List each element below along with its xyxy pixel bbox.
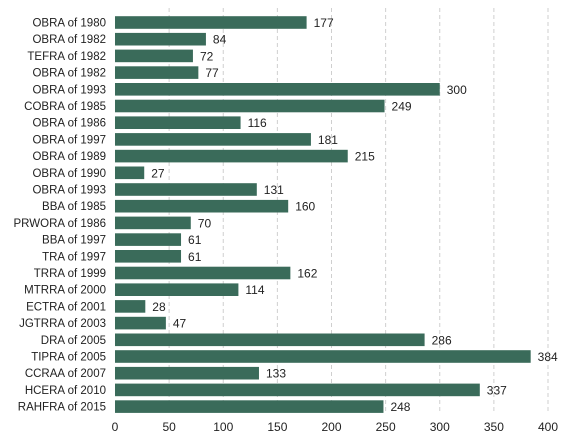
x-tick-label: 400 (538, 420, 558, 434)
bar (115, 316, 166, 330)
category-label: OBRA of 1986 (32, 118, 106, 130)
bar (115, 199, 289, 213)
bar (115, 400, 384, 413)
value-label: 47 (173, 317, 187, 331)
x-tick-label: 200 (321, 420, 341, 434)
bar (115, 350, 531, 363)
value-label: 133 (266, 367, 286, 381)
bar (115, 366, 259, 380)
value-label: 84 (213, 33, 227, 47)
value-label: 177 (314, 16, 334, 30)
category-label: OBRA of 1989 (32, 151, 106, 163)
value-label: 131 (264, 183, 284, 197)
bar (115, 183, 257, 196)
bar (115, 49, 193, 63)
value-label: 248 (390, 400, 410, 414)
value-label: 72 (200, 49, 214, 63)
bar (115, 83, 440, 96)
x-tick-label: 250 (376, 420, 396, 434)
category-label: OBRA of 1993 (32, 185, 106, 197)
value-label: 114 (245, 283, 264, 297)
x-tick-label: 350 (484, 420, 504, 434)
value-label: 116 (248, 116, 267, 130)
x-tick-label: 150 (267, 420, 287, 434)
x-tick-label: 300 (430, 420, 450, 434)
category-label: OBRA of 1980 (32, 18, 106, 30)
category-label: OBRA of 1990 (32, 168, 106, 180)
value-label: 77 (205, 66, 219, 80)
category-label: JGTRRA of 2003 (19, 318, 106, 330)
bar (115, 99, 385, 113)
bar (115, 300, 146, 313)
category-label: COBRA of 1985 (24, 101, 106, 113)
category-label: BBA of 1997 (42, 235, 106, 247)
value-label: 162 (297, 267, 317, 281)
bar (115, 66, 199, 79)
value-label: 61 (188, 250, 202, 264)
value-label: 61 (188, 233, 202, 247)
value-label: 286 (432, 333, 452, 347)
bar (115, 266, 291, 280)
value-label: 70 (198, 216, 212, 230)
category-label: CCRAA of 2007 (25, 368, 106, 380)
x-tick-label: 0 (112, 420, 119, 434)
category-label: BBA of 1985 (42, 201, 106, 213)
bar (115, 133, 311, 146)
bar (115, 333, 425, 347)
category-label: OBRA of 1982 (32, 34, 106, 46)
category-label: RAHFRA of 2015 (18, 402, 106, 414)
category-label: TIPRA of 2005 (31, 352, 106, 364)
bars (115, 16, 531, 413)
bar (115, 250, 182, 263)
x-axis-ticks: 0 50 100 150 200 250 300 350 400 (112, 420, 559, 434)
bar (115, 216, 191, 230)
value-label: 249 (392, 100, 412, 114)
category-label: TEFRA of 1982 (27, 51, 106, 63)
bar (115, 283, 239, 296)
value-label: 215 (355, 150, 375, 164)
value-label: 337 (487, 383, 507, 397)
category-label: MTRRA of 2000 (24, 285, 106, 297)
category-label: TRA of 1997 (42, 251, 106, 263)
value-label: 384 (538, 350, 558, 364)
bar (115, 149, 348, 163)
category-label: HCERA of 2010 (25, 385, 106, 397)
category-label: TRRA of 1999 (34, 268, 106, 280)
bar (115, 116, 241, 129)
value-labels: 177 84 72 77 300 249 116 181 215 27 131 160 70 61 61 16… (151, 16, 558, 414)
x-tick-label: 50 (162, 420, 176, 434)
category-label: ECTRA of 2001 (26, 301, 106, 313)
value-label: 181 (318, 133, 338, 147)
bar (115, 16, 307, 29)
value-label: 160 (295, 200, 315, 214)
bar (115, 383, 480, 397)
category-label: PRWORA of 1986 (14, 218, 106, 230)
x-tick-label: 100 (213, 420, 233, 434)
bar (115, 32, 206, 46)
bar (115, 166, 145, 180)
value-label: 28 (152, 300, 166, 314)
bar (115, 233, 182, 246)
category-labels: OBRA of 1980 OBRA of 1982 TEFRA of 1982 OBR… (14, 18, 106, 414)
category-label: OBRA of 1982 (32, 68, 106, 80)
category-label: OBRA of 1993 (32, 84, 106, 96)
category-label: DRA of 2005 (41, 335, 106, 347)
value-label: 27 (151, 166, 165, 180)
value-label: 300 (447, 83, 467, 97)
category-label: OBRA of 1997 (32, 134, 106, 146)
